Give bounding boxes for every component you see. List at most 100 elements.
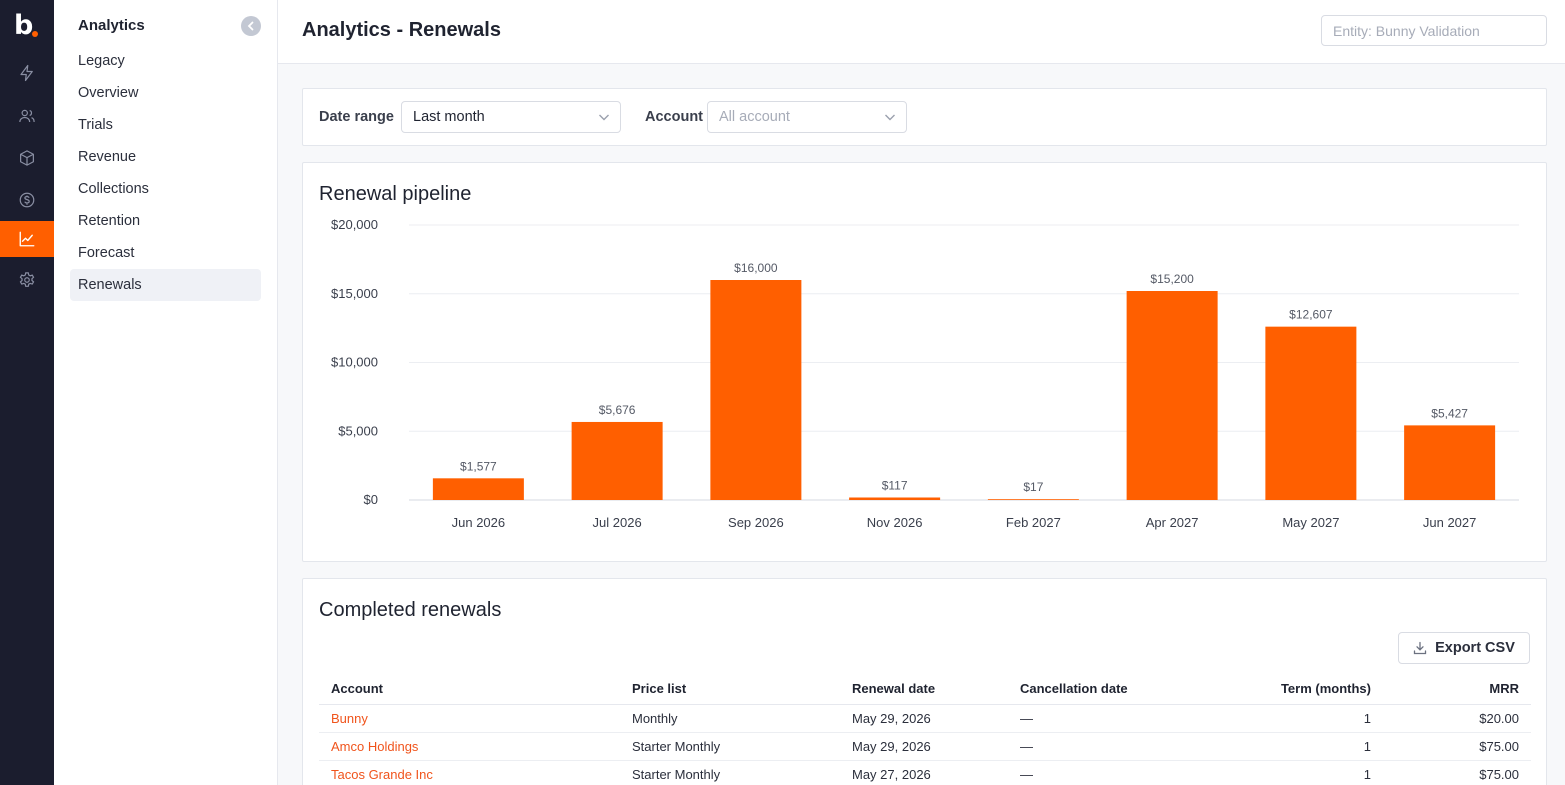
table-card-title: Completed renewals [319, 599, 502, 621]
entity-input[interactable] [1321, 15, 1547, 46]
rail-item-billing[interactable] [0, 182, 54, 218]
term-cell: 1 [1188, 704, 1383, 733]
cancellation-date-cell: — [1008, 732, 1188, 761]
export-csv-button[interactable]: Export CSV [1398, 632, 1530, 664]
y-tick-label: $10,000 [331, 355, 378, 370]
rail-item-products[interactable] [0, 140, 54, 176]
column-header-renewal-date[interactable]: Renewal date [840, 674, 1008, 705]
gear-icon [19, 272, 35, 287]
term-cell: 1 [1188, 760, 1383, 785]
x-tick-label: Jun 2027 [1423, 515, 1477, 530]
bar [1404, 425, 1496, 500]
y-tick-label: $15,000 [331, 286, 378, 301]
account-label: Account [645, 109, 703, 125]
sidebar-item-forecast[interactable]: Forecast [78, 245, 135, 261]
table-row: Amco Holdings Starter Monthly May 29, 20… [319, 732, 1531, 761]
term-cell: 1 [1188, 732, 1383, 761]
bar [710, 280, 802, 500]
column-header-term[interactable]: Term (months) [1188, 674, 1383, 705]
download-icon [1413, 641, 1427, 655]
bar [987, 499, 1079, 500]
date-range-label: Date range [319, 109, 394, 125]
mrr-cell: $75.00 [1383, 760, 1531, 785]
account-link[interactable]: Tacos Grande Inc [319, 760, 620, 785]
column-header-cancellation-date[interactable]: Cancellation date [1008, 674, 1188, 705]
sidebar-item-revenue[interactable]: Revenue [78, 149, 137, 165]
export-csv-label: Export CSV [1435, 640, 1515, 656]
bunny-logo[interactable]: b [14, 12, 42, 40]
x-tick-label: Nov 2026 [867, 515, 923, 530]
data-label: $117 [882, 479, 908, 493]
column-header-mrr[interactable]: MRR [1383, 674, 1531, 705]
renewal-pipeline-card: Renewal pipeline $0 $5,000 $10,000 $15,000 $… [302, 162, 1547, 562]
renewals-table: Account Price list Renewal date Cancella… [319, 674, 1531, 785]
bar [1265, 326, 1357, 500]
chart-card-title: Renewal pipeline [319, 183, 472, 205]
data-label: $1,577 [460, 459, 497, 473]
account-link[interactable]: Bunny [319, 704, 620, 733]
rail-item-contacts[interactable] [0, 98, 54, 134]
x-tick-label: Jun 2026 [452, 515, 506, 530]
chevron-down-icon [599, 114, 609, 121]
sidebar-item-renewals[interactable]: Renewals [70, 269, 261, 301]
data-label: $12,607 [1289, 308, 1333, 322]
x-tick-label: Apr 2027 [1146, 515, 1199, 530]
y-tick-label: $20,000 [331, 217, 378, 232]
box-icon [20, 150, 34, 166]
sidebar-item-collections[interactable]: Collections [78, 181, 149, 197]
bar [849, 497, 941, 500]
data-label: $15,200 [1150, 272, 1194, 286]
collapse-sidebar-button[interactable] [241, 16, 261, 36]
bar [571, 421, 663, 500]
column-header-price-list[interactable]: Price list [620, 674, 840, 705]
table-row: Bunny Monthly May 29, 2026 — 1 $20.00 [319, 704, 1531, 733]
renewal-date-cell: May 29, 2026 [840, 732, 1008, 761]
date-range-value: Last month [413, 109, 485, 125]
account-placeholder: All account [719, 109, 790, 125]
page-header: Analytics - Renewals [278, 0, 1565, 64]
cancellation-date-cell: — [1008, 704, 1188, 733]
account-select[interactable]: All account [707, 101, 907, 133]
table-header-row: Account Price list Renewal date Cancella… [319, 674, 1531, 705]
rail-item-analytics[interactable] [0, 221, 54, 257]
sidebar-item-overview[interactable]: Overview [78, 85, 139, 101]
account-link[interactable]: Amco Holdings [319, 732, 620, 761]
page-title: Analytics - Renewals [302, 19, 501, 41]
column-header-account[interactable]: Account [319, 674, 620, 705]
price-list-cell: Monthly [620, 704, 840, 733]
bar [432, 478, 524, 500]
sidebar-item-legacy[interactable]: Legacy [78, 53, 125, 69]
renewal-pipeline-chart: $0 $5,000 $10,000 $15,000 $20,000 $1,577 Jun 2… [331, 217, 1519, 530]
table-row: Tacos Grande Inc Starter Monthly May 27,… [319, 760, 1531, 785]
main-content: Analytics - Renewals Date range Last mon… [278, 0, 1565, 785]
x-tick-label: Feb 2027 [1006, 515, 1061, 530]
mrr-cell: $75.00 [1383, 732, 1531, 761]
completed-renewals-card: Completed renewals Export CSV Account Pr… [302, 578, 1547, 785]
bar [1126, 291, 1218, 500]
logo-dot [32, 31, 38, 37]
data-label: $5,427 [1431, 406, 1468, 420]
x-tick-label: May 2027 [1282, 515, 1339, 530]
users-icon [19, 109, 35, 123]
data-label: $17 [1023, 480, 1043, 494]
y-tick-label: $5,000 [338, 423, 378, 438]
date-range-select[interactable]: Last month [401, 101, 621, 133]
rail-item-automations[interactable] [0, 55, 54, 91]
price-list-cell: Starter Monthly [620, 760, 840, 785]
price-list-cell: Starter Monthly [620, 732, 840, 761]
rail-item-settings[interactable] [0, 262, 54, 298]
renewal-date-cell: May 27, 2026 [840, 760, 1008, 785]
y-tick-label: $0 [364, 492, 378, 507]
sidebar-heading: Analytics [78, 17, 145, 34]
chevron-down-icon [885, 114, 895, 121]
sidebar-item-trials[interactable]: Trials [78, 117, 113, 133]
x-tick-label: Sep 2026 [728, 515, 784, 530]
data-label: $16,000 [734, 261, 778, 275]
analytics-sidebar: Analytics Legacy Overview Trials Revenue… [54, 0, 278, 785]
sidebar-item-retention[interactable]: Retention [78, 213, 141, 229]
chart-icon [19, 231, 35, 247]
bolt-icon [20, 64, 33, 82]
renewal-date-cell: May 29, 2026 [840, 704, 1008, 733]
filters-card: Date range Last month Account All accoun… [302, 88, 1547, 146]
icon-rail: b [0, 0, 54, 785]
